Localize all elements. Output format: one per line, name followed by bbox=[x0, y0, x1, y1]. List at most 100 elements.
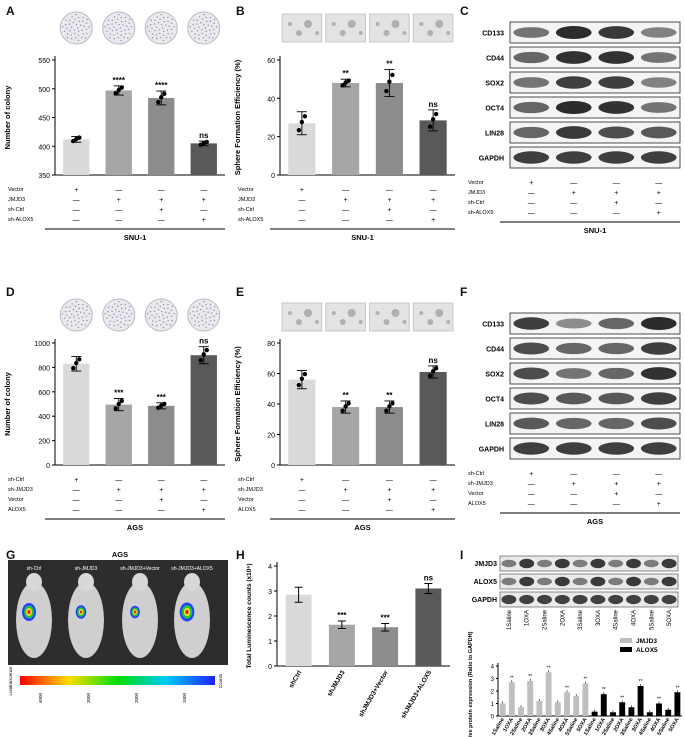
blot-band bbox=[640, 417, 677, 430]
condition-row-label: JMJD3 bbox=[468, 190, 485, 196]
bar bbox=[637, 686, 644, 716]
blot-band bbox=[598, 417, 635, 430]
condition-row-label: sh-JMJD3 bbox=[238, 487, 263, 493]
blot-band bbox=[640, 316, 677, 331]
bar bbox=[63, 139, 90, 175]
condition-symbol: — bbox=[158, 187, 165, 194]
condition-symbol: + bbox=[74, 477, 78, 484]
blot-band-label: OCT4 bbox=[485, 397, 504, 404]
panel-letter-g: G bbox=[6, 548, 16, 562]
condition-symbol: — bbox=[386, 507, 393, 514]
x-tick-label: shJMJD3 bbox=[326, 669, 347, 698]
blot-band bbox=[598, 342, 635, 355]
blot-band-label: ALOX5 bbox=[474, 579, 497, 586]
blot-lane-label: 1OXA bbox=[525, 610, 531, 626]
condition-row-label: Vector bbox=[238, 187, 254, 193]
condition-symbol: — bbox=[613, 471, 620, 478]
blot-band bbox=[555, 368, 592, 379]
condition-symbol: + bbox=[202, 507, 206, 514]
panel-letter-f: F bbox=[460, 285, 468, 299]
blot-band bbox=[626, 558, 641, 569]
condition-row-label: sh-Ctrl bbox=[8, 477, 24, 483]
blot-band bbox=[640, 27, 677, 38]
condition-symbol: — bbox=[430, 497, 437, 504]
blot-band bbox=[501, 594, 517, 605]
blot-band-label: CD133 bbox=[482, 31, 504, 38]
sphere-micrograph-image bbox=[325, 302, 366, 332]
blot-band bbox=[555, 342, 592, 355]
data-point bbox=[113, 406, 118, 411]
bar bbox=[554, 702, 561, 716]
data-point bbox=[162, 91, 167, 97]
condition-symbol: — bbox=[528, 491, 535, 498]
blot-lane-label: 4OXA bbox=[632, 610, 638, 626]
blot-band bbox=[513, 51, 550, 64]
y-tick-label: 0 bbox=[271, 463, 275, 470]
colony-plate-image bbox=[144, 298, 178, 332]
condition-symbol: — bbox=[73, 487, 80, 494]
condition-symbol: — bbox=[73, 207, 80, 214]
condition-symbol: — bbox=[115, 477, 122, 484]
y-tick-label: 20 bbox=[267, 135, 275, 142]
y-tick-label: 3 bbox=[491, 677, 495, 683]
blot-strip bbox=[509, 337, 681, 360]
bar bbox=[619, 702, 626, 716]
y-axis-label: Number of colony bbox=[3, 85, 12, 150]
blot-band bbox=[640, 77, 677, 88]
panel-letter-d: D bbox=[6, 285, 15, 299]
sphere-micrograph-image bbox=[325, 13, 366, 43]
scale-tick-label: 2000 bbox=[134, 692, 139, 703]
blot-band-label: OCT4 bbox=[485, 106, 504, 113]
blot-lane-label: 1Saline bbox=[507, 609, 513, 630]
data-point bbox=[302, 114, 308, 119]
bar bbox=[105, 404, 132, 465]
condition-symbol: — bbox=[115, 207, 122, 214]
condition-symbol: — bbox=[386, 217, 393, 224]
colony-plate-image bbox=[59, 298, 93, 332]
condition-symbol: — bbox=[613, 210, 620, 217]
blot-band bbox=[513, 367, 550, 380]
blot-strip bbox=[509, 362, 681, 385]
data-point bbox=[159, 95, 164, 100]
condition-symbol: — bbox=[298, 487, 305, 494]
condition-symbol: — bbox=[430, 477, 437, 484]
data-point bbox=[77, 357, 82, 362]
data-point bbox=[387, 404, 392, 409]
colony-plate-image bbox=[102, 11, 136, 45]
blot-band-label: CD133 bbox=[482, 322, 504, 329]
y-tick-label: 350 bbox=[38, 173, 50, 180]
bar bbox=[105, 90, 132, 175]
data-point bbox=[296, 127, 302, 133]
group-label: SNU-1 bbox=[124, 233, 147, 242]
group-label: AGS bbox=[354, 523, 370, 532]
condition-symbol: + bbox=[387, 487, 391, 494]
y-tick-label: 4 bbox=[491, 665, 495, 671]
y-tick-label: 1 bbox=[491, 702, 495, 708]
data-point bbox=[433, 366, 439, 371]
y-tick-label: 450 bbox=[38, 116, 50, 123]
sphere-micrograph-image bbox=[281, 13, 323, 43]
condition-symbol: — bbox=[528, 481, 535, 488]
condition-row-label: sh-Ctrl bbox=[238, 477, 254, 483]
y-tick-label: 4 bbox=[268, 564, 272, 571]
x-tick-label: shJMJD3+ALOX5 bbox=[400, 669, 433, 720]
bar bbox=[573, 696, 580, 716]
blot-band-label: CD44 bbox=[486, 347, 504, 354]
mouse-head bbox=[184, 573, 200, 591]
blot-band bbox=[598, 317, 635, 330]
condition-row-label: sh-ALOX5 bbox=[8, 217, 33, 223]
significance-label: ** bbox=[639, 679, 643, 685]
condition-row-label: sh-ALOX5 bbox=[238, 217, 263, 223]
significance-label: ns bbox=[199, 131, 209, 140]
bar bbox=[674, 692, 681, 716]
condition-symbol: + bbox=[387, 197, 391, 204]
blot-band bbox=[513, 317, 550, 330]
condition-row-label: ALOX5 bbox=[468, 501, 486, 507]
significance-label: ** bbox=[620, 695, 624, 701]
blot-band bbox=[513, 392, 550, 405]
colony-chart-ags: 0 200 400 600 800 1000 Number of colony *** *** n… bbox=[3, 298, 225, 532]
data-point bbox=[201, 352, 206, 357]
condition-symbol: + bbox=[74, 187, 78, 194]
blot-band bbox=[555, 417, 592, 430]
condition-symbol: + bbox=[159, 497, 163, 504]
